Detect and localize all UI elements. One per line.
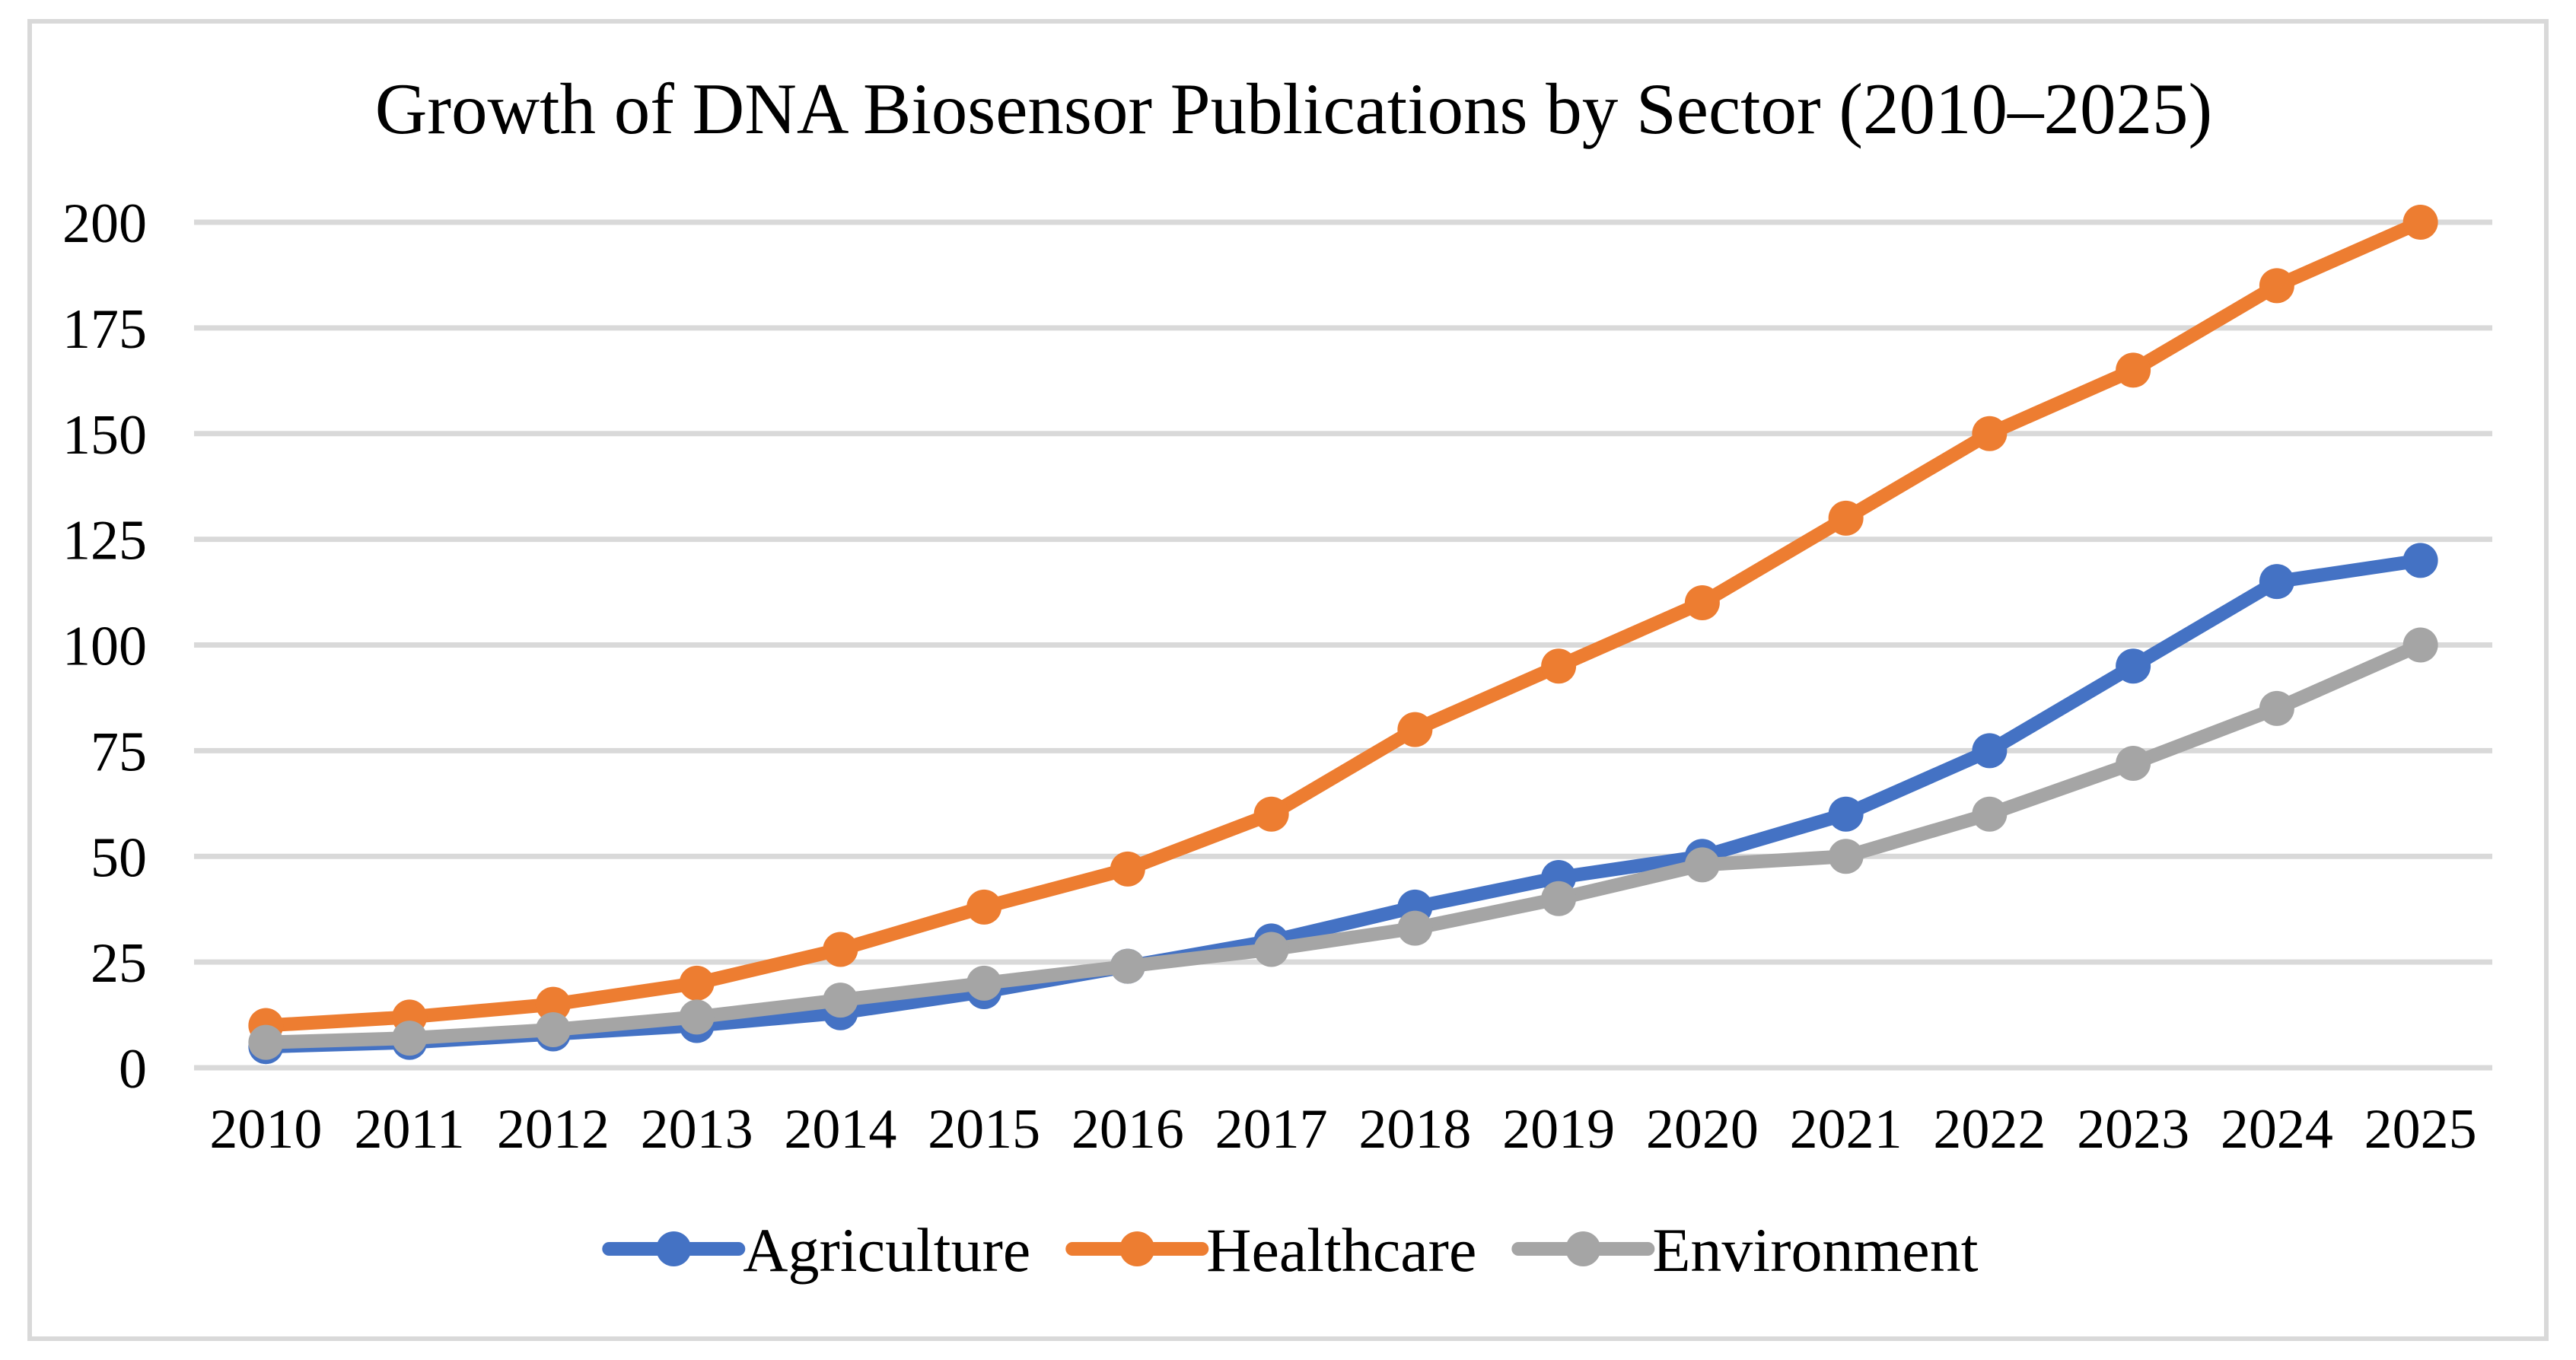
x-tick-label: 2019 — [1502, 1098, 1615, 1161]
data-point — [1828, 796, 1864, 832]
legend-label: Healthcare — [1206, 1215, 1476, 1285]
data-point — [1110, 851, 1145, 887]
legend-marker-circle — [1565, 1231, 1601, 1266]
data-point — [1684, 584, 1720, 620]
data-point — [2116, 648, 2151, 684]
x-tick-label: 2021 — [1790, 1098, 1903, 1161]
data-point — [248, 1024, 284, 1060]
data-point — [2402, 205, 2438, 240]
y-axis-labels: 0 25 50 75 100 125 150 175 200 — [62, 193, 147, 1100]
data-point — [1972, 416, 2008, 451]
data-point — [1541, 648, 1577, 684]
series-agriculture — [248, 543, 2438, 1065]
data-point — [2259, 690, 2294, 726]
data-point — [1972, 733, 2008, 769]
data-point — [2116, 352, 2151, 388]
x-tick-label: 2011 — [354, 1098, 464, 1161]
data-point — [1110, 948, 1145, 984]
x-tick-label: 2015 — [928, 1098, 1040, 1161]
y-tick-label: 50 — [91, 827, 147, 889]
data-point — [1684, 847, 1720, 883]
x-tick-label: 2016 — [1071, 1098, 1184, 1161]
x-tick-label: 2022 — [1933, 1098, 2046, 1161]
series-healthcare — [248, 205, 2438, 1043]
data-point — [2259, 268, 2294, 304]
x-tick-label: 2013 — [641, 1098, 753, 1161]
legend-marker-circle — [656, 1231, 692, 1266]
data-point — [2402, 543, 2438, 578]
series-line — [259, 553, 2428, 1054]
data-point — [679, 999, 715, 1035]
x-tick-label: 2020 — [1646, 1098, 1759, 1161]
legend-label: Agriculture — [743, 1215, 1030, 1285]
data-point — [679, 965, 715, 1001]
x-tick-label: 2010 — [209, 1098, 322, 1161]
series-line — [259, 215, 2428, 1033]
y-tick-label: 200 — [62, 193, 147, 255]
y-tick-label: 100 — [62, 616, 147, 678]
data-point — [823, 932, 858, 967]
chart-frame — [27, 19, 2549, 1341]
legend-label: Environment — [1652, 1215, 1978, 1285]
data-point — [1541, 881, 1577, 916]
data-point — [2259, 564, 2294, 600]
x-tick-label: 2018 — [1358, 1098, 1471, 1161]
gridlines — [194, 219, 2492, 1071]
legend-marker-circle — [1119, 1231, 1155, 1266]
legend: Agriculture Healthcare Environment — [602, 1215, 1979, 1285]
data-point — [1972, 796, 2008, 832]
x-tick-label: 2014 — [784, 1098, 896, 1161]
data-point — [966, 965, 1002, 1001]
chart-title: Growth of DNA Biosensor Publications by … — [375, 68, 2212, 149]
data-point — [1253, 932, 1289, 967]
data-point — [1828, 500, 1864, 536]
data-point — [2116, 746, 2151, 782]
legend-item-healthcare: Healthcare — [1065, 1215, 1476, 1285]
data-point — [535, 1012, 571, 1048]
series-group — [248, 205, 2438, 1065]
x-tick-label: 2023 — [2077, 1098, 2189, 1161]
y-tick-label: 25 — [91, 932, 147, 995]
series-environment — [248, 627, 2438, 1060]
y-tick-label: 0 — [119, 1038, 147, 1100]
data-point — [2402, 627, 2438, 663]
data-point — [966, 889, 1002, 925]
data-point — [1397, 712, 1433, 747]
y-tick-label: 125 — [62, 510, 147, 572]
y-tick-label: 75 — [91, 721, 147, 783]
x-tick-label: 2017 — [1215, 1098, 1328, 1161]
data-point — [823, 983, 858, 1018]
data-point — [392, 1021, 428, 1056]
data-point — [535, 986, 571, 1022]
x-tick-label: 2012 — [497, 1098, 610, 1161]
series-line — [259, 638, 2428, 1049]
legend-item-agriculture: Agriculture — [602, 1215, 1030, 1285]
x-tick-label: 2025 — [2364, 1098, 2477, 1161]
data-point — [1253, 796, 1289, 832]
data-point — [1828, 839, 1864, 874]
legend-item-environment: Environment — [1511, 1215, 1979, 1285]
x-tick-label: 2024 — [2221, 1098, 2333, 1161]
x-axis-labels: 2010 2011 2012 2013 2014 2015 2016 2017 2018 2019… — [209, 1098, 2476, 1161]
data-point — [1397, 910, 1433, 946]
y-tick-label: 150 — [62, 404, 147, 467]
y-tick-label: 175 — [62, 298, 147, 361]
